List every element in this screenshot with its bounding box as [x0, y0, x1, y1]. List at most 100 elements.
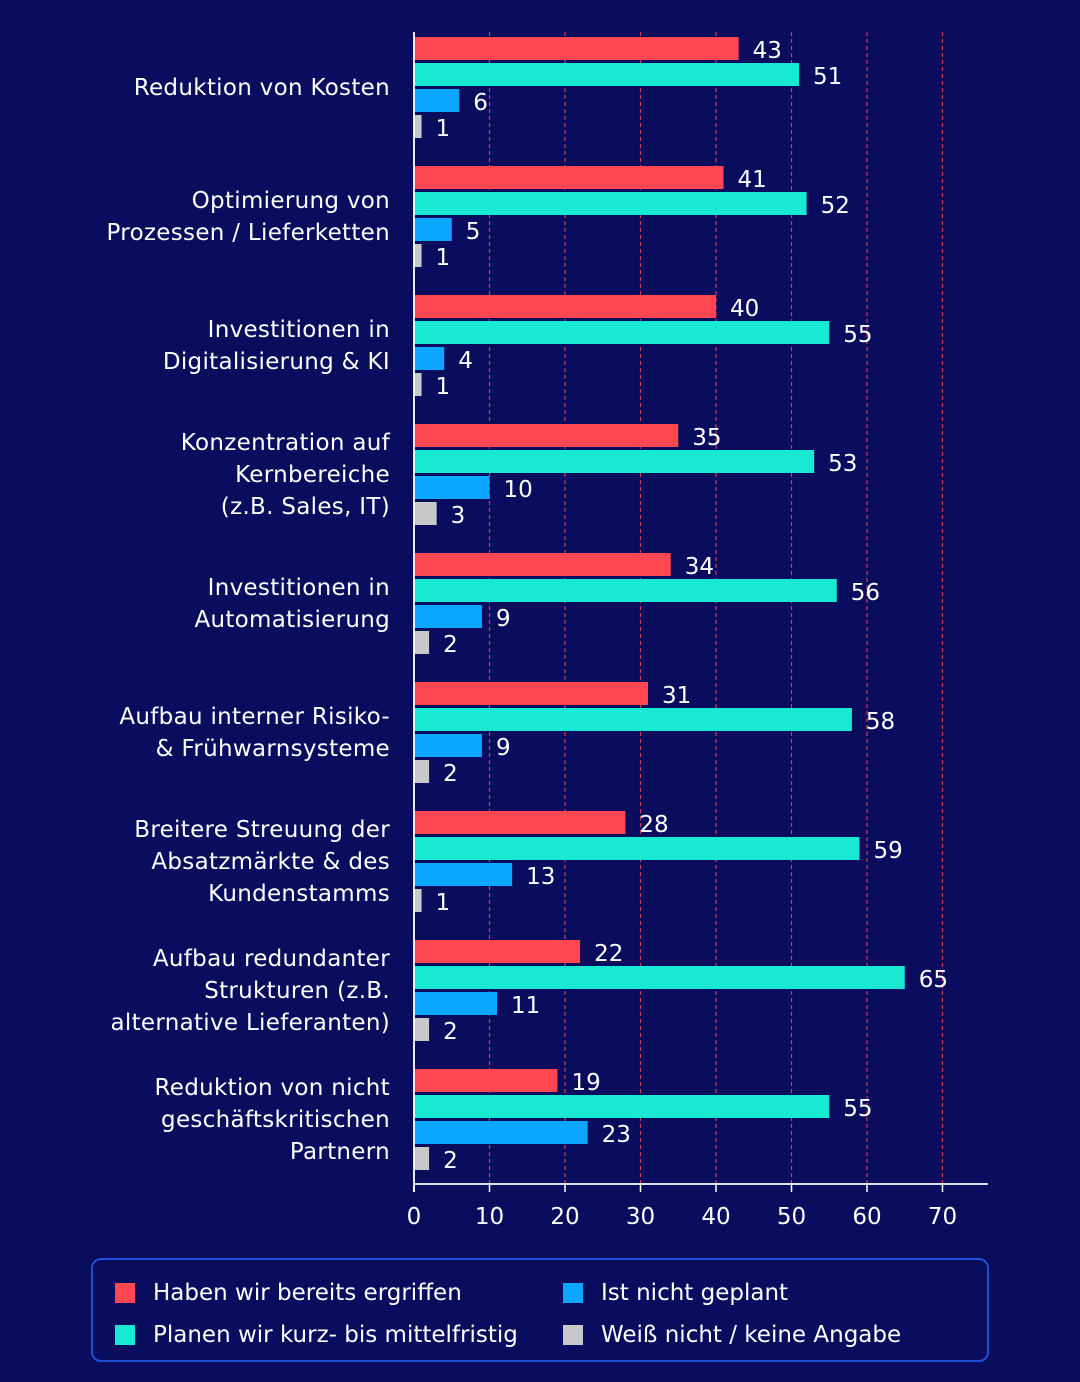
bar: [414, 476, 490, 499]
data-label: 53: [828, 451, 857, 477]
legend-label-series-2: Planen wir kurz- bis mittelfristig: [153, 1322, 518, 1348]
x-tick-label: 20: [550, 1204, 579, 1230]
category-label-line: Partnern: [289, 1138, 390, 1165]
data-label: 1: [436, 116, 451, 142]
data-label: 4: [458, 348, 473, 374]
bar: [414, 837, 860, 860]
bar: [414, 631, 430, 654]
x-tick-label: 70: [928, 1204, 957, 1230]
category-label: Investitionen in Digitalisierung & KI: [30, 314, 390, 378]
category-label: Reduktion von nicht geschäftskritischen Pa…: [30, 1072, 390, 1168]
data-label: 11: [511, 993, 540, 1019]
data-label: 10: [504, 477, 533, 503]
bar: [414, 218, 452, 241]
category-label-line: Aufbau redundanter: [152, 945, 390, 972]
data-label: 55: [843, 1096, 872, 1122]
legend-label-series-4: Weiß nicht / keine Angabe: [601, 1322, 902, 1348]
category-label-line: Breitere Streuung der: [134, 816, 390, 843]
bar: [414, 63, 800, 86]
category-label-line: Digitalisierung & KI: [162, 348, 390, 375]
bar: [414, 424, 679, 447]
bar: [414, 115, 422, 138]
data-label: 52: [821, 193, 850, 219]
data-label: 2: [443, 761, 458, 787]
bar: [414, 992, 498, 1015]
data-label: 43: [753, 38, 782, 64]
category-label-line: Reduktion von nicht: [154, 1074, 390, 1101]
bar: [414, 863, 513, 886]
category-label-line: Automatisierung: [194, 606, 390, 633]
category-label-line: & Frühwarnsysteme: [155, 735, 390, 762]
data-label: 2: [443, 632, 458, 658]
data-label: 55: [843, 322, 872, 348]
category-label-line: Investitionen in: [207, 316, 390, 343]
bar: [414, 682, 649, 705]
legend-item-series-2: Planen wir kurz- bis mittelfristig: [115, 1322, 518, 1348]
category-label-line: geschäftskritischen: [161, 1106, 390, 1133]
data-label: 9: [496, 606, 511, 632]
data-label: 1: [436, 374, 451, 400]
data-label: 2: [443, 1148, 458, 1174]
data-label: 2: [443, 1019, 458, 1045]
legend-label-series-1: Haben wir bereits ergriffen: [153, 1280, 462, 1306]
data-label: 41: [738, 167, 767, 193]
bar: [414, 1069, 558, 1092]
bar: [414, 760, 430, 783]
data-label: 19: [571, 1070, 600, 1096]
category-label-line: Investitionen in: [207, 574, 390, 601]
bar: [414, 553, 671, 576]
category-label-line: Optimierung von: [191, 187, 390, 214]
data-label: 34: [685, 554, 714, 580]
category-label: Reduktion von Kosten: [30, 72, 390, 104]
data-label: 51: [813, 64, 842, 90]
bar: [414, 734, 482, 757]
x-tick-label: 30: [626, 1204, 655, 1230]
category-label-line: Konzentration auf: [180, 429, 390, 456]
category-label-line: (z.B. Sales, IT): [220, 493, 390, 520]
data-label: 3: [451, 503, 466, 529]
category-label: Aufbau redundanter Strukturen (z.B. altern…: [30, 943, 390, 1039]
x-tick-label: 60: [852, 1204, 881, 1230]
bar: [414, 373, 422, 396]
category-label: Optimierung von Prozessen / Lieferketten: [30, 185, 390, 249]
bar: [414, 192, 807, 215]
bar: [414, 579, 837, 602]
data-label: 23: [602, 1122, 631, 1148]
data-label: 1: [436, 245, 451, 271]
bar: [414, 1147, 430, 1170]
x-tick-label: 50: [777, 1204, 806, 1230]
category-label-line: Kundenstamms: [208, 880, 390, 907]
legend-item-series-1: Haben wir bereits ergriffen: [115, 1280, 462, 1306]
bar: [414, 708, 852, 731]
legend-item-series-4: Weiß nicht / keine Angabe: [563, 1322, 901, 1348]
category-label-line: Aufbau interner Risiko-: [119, 703, 390, 730]
bar: [414, 1018, 430, 1041]
bar: [414, 321, 830, 344]
bar: [414, 1121, 588, 1144]
bar-chart: 0 10 20 30 40 50 60 704351614152514055413553103…: [407, 32, 988, 1230]
data-label: 58: [866, 709, 895, 735]
legend: Haben wir bereits ergriffen Planen wir k…: [91, 1258, 989, 1362]
category-label-line: Strukturen (z.B.: [204, 977, 390, 1004]
bar: [414, 450, 815, 473]
data-label: 13: [526, 864, 555, 890]
data-label: 9: [496, 735, 511, 761]
data-label: 22: [594, 941, 623, 967]
bar: [414, 89, 460, 112]
bar: [414, 37, 739, 60]
data-label: 59: [873, 838, 902, 864]
bar: [414, 502, 437, 525]
x-tick-label: 40: [701, 1204, 730, 1230]
category-label: Aufbau interner Risiko- & Frühwarnsysteme: [30, 701, 390, 765]
bar: [414, 811, 626, 834]
category-label: Konzentration auf Kernbereiche (z.B. Sales…: [30, 427, 390, 523]
category-label-line: Absatzmärkte & des: [151, 848, 390, 875]
data-label: 56: [851, 580, 880, 606]
legend-swatch-blue: [563, 1283, 583, 1303]
category-label-line: Reduktion von Kosten: [133, 74, 390, 101]
category-label: Breitere Streuung der Absatzmärkte & des K…: [30, 814, 390, 910]
bar: [414, 166, 724, 189]
category-label-line: Kernbereiche: [235, 461, 390, 488]
bar: [414, 940, 581, 963]
bar: [414, 1095, 830, 1118]
